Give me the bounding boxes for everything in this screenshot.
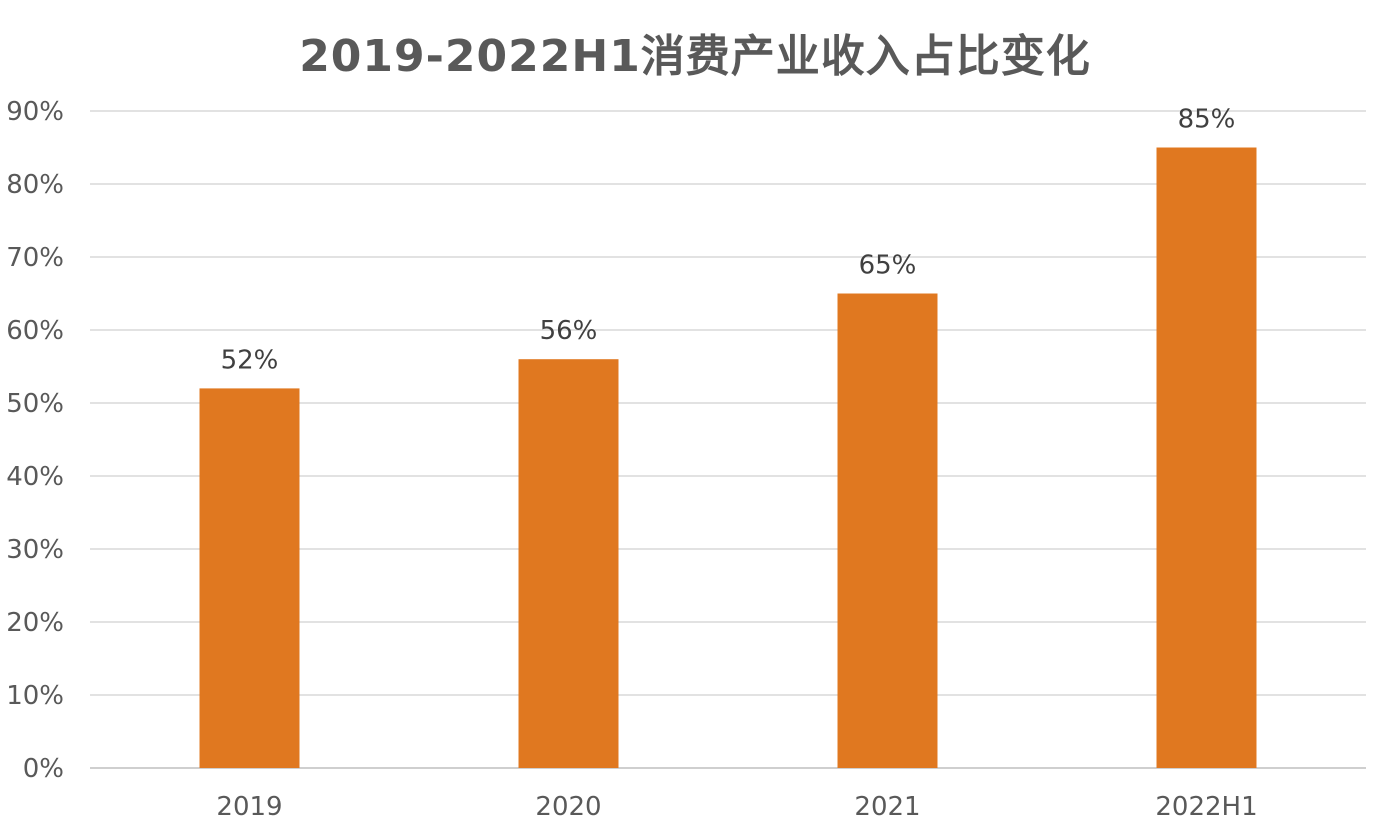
y-tick-label: 20% [6,608,64,638]
y-tick-label: 30% [6,535,64,565]
y-tick-label: 40% [6,462,64,492]
bars [199,147,1257,768]
y-tick-label: 80% [6,170,64,200]
x-axis-ticks: 2019 2020 2021 2022H1 [216,792,1257,822]
y-tick-label: 90% [6,97,64,127]
data-label: 85% [1178,105,1236,135]
bar [199,388,300,768]
gridlines [90,110,1366,769]
chart-title: 2019-2022H1消费产业收入占比变化 [299,31,1091,82]
bar [518,359,619,768]
y-tick-label: 10% [6,681,64,711]
x-tick-label: 2022H1 [1155,792,1257,822]
data-labels: 52% 56% 65% 85% [221,105,1236,376]
bar [837,293,938,768]
data-label: 56% [540,316,598,346]
y-tick-label: 70% [6,243,64,273]
y-axis-ticks: 0% 10% 20% 30% 40% 50% 60% 70% 80% 90% [6,97,64,784]
data-label: 52% [221,345,279,375]
data-label: 65% [859,251,917,281]
x-tick-label: 2020 [535,792,601,822]
bar [1156,147,1257,768]
x-tick-label: 2021 [854,792,920,822]
y-tick-label: 50% [6,389,64,419]
y-tick-label: 0% [23,754,64,784]
x-tick-label: 2019 [216,792,282,822]
y-tick-label: 60% [6,316,64,346]
